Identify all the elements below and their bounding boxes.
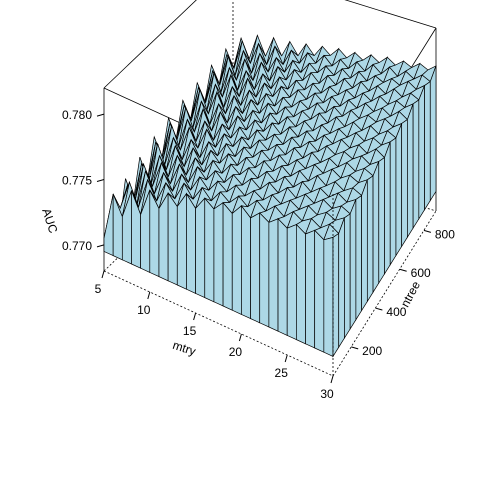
surface-skirt <box>103 194 114 257</box>
surface-skirt <box>361 179 368 312</box>
surface-skirt <box>277 217 288 336</box>
z-tick <box>96 113 105 117</box>
surface-skirt <box>176 192 187 290</box>
z-axis-title: AUC <box>39 207 60 236</box>
surface-skirt <box>286 224 297 341</box>
y-tick-label: 200 <box>362 344 382 358</box>
surface-skirt <box>424 80 431 211</box>
y-tick-label: 800 <box>435 227 455 241</box>
surface-skirt <box>213 202 224 307</box>
x-tick <box>284 354 288 363</box>
surface-skirt <box>323 236 334 357</box>
surface-skirt <box>412 99 420 230</box>
surface-skirt <box>407 103 414 239</box>
surface-skirt <box>395 123 403 257</box>
surface-skirt <box>355 194 362 321</box>
y-tick <box>423 229 432 233</box>
x-tick <box>147 291 151 300</box>
box-edge <box>344 0 437 29</box>
surface-skirt <box>167 192 178 286</box>
y-tick <box>399 268 407 272</box>
surface-skirt <box>366 175 374 303</box>
surface-skirt <box>418 85 425 221</box>
surface-skirt <box>372 161 380 294</box>
z-tick-label: 0.770 <box>62 239 92 253</box>
y-tick-label: 600 <box>411 266 431 280</box>
surface-skirt <box>158 191 169 282</box>
surface-skirt <box>231 205 242 315</box>
x-tick <box>330 375 334 384</box>
surface-skirt <box>241 204 251 320</box>
surface-skirt <box>259 212 270 328</box>
x-tick-label: 10 <box>137 303 151 317</box>
surface-skirt <box>250 212 261 324</box>
box-edge <box>103 0 197 89</box>
y-tick <box>375 307 383 311</box>
box-edge <box>103 270 334 377</box>
z-tick <box>96 244 105 248</box>
x-tick-label: 15 <box>183 324 197 338</box>
x-axis-title: mtry <box>171 338 198 359</box>
surface-skirt <box>222 201 233 311</box>
x-tick-label: 25 <box>275 366 289 380</box>
x-tick <box>101 270 105 279</box>
axes: 0.770 0.775 0.780 5 10 15 20 25 30 200 400 600 800 <box>62 108 455 401</box>
surface-skirt <box>305 229 316 349</box>
surface-skirt <box>195 197 206 299</box>
z-tick-label: 0.780 <box>62 108 92 122</box>
box-edge <box>332 210 437 377</box>
surface-skirt <box>338 217 345 349</box>
y-axis-title: ntree <box>398 278 423 309</box>
x-tick-label: 30 <box>320 387 334 401</box>
auc-surface <box>103 34 437 358</box>
x-tick-label: 5 <box>95 282 102 296</box>
z-tick <box>96 179 105 182</box>
y-tick <box>351 346 359 350</box>
surface-skirt <box>344 213 351 340</box>
surface-skirt <box>401 118 408 248</box>
surface-skirt <box>429 65 437 202</box>
surface-skirt <box>314 229 325 353</box>
surface-skirt <box>384 141 391 276</box>
surface-skirt <box>349 199 357 331</box>
x-tick <box>238 333 242 342</box>
surface-skirt <box>332 232 340 358</box>
x-tick <box>193 312 197 321</box>
surface-skirt <box>378 156 385 285</box>
surface-skirt <box>204 197 215 303</box>
surface-skirt <box>186 192 196 294</box>
surface-skirt <box>296 223 306 345</box>
bounding-box-front <box>103 193 437 377</box>
surface-skirt <box>268 218 279 332</box>
y-tick-label: 400 <box>386 305 406 319</box>
z-tick-label: 0.775 <box>62 174 92 188</box>
x-tick-label: 20 <box>229 345 243 359</box>
surface-skirt <box>389 137 397 266</box>
